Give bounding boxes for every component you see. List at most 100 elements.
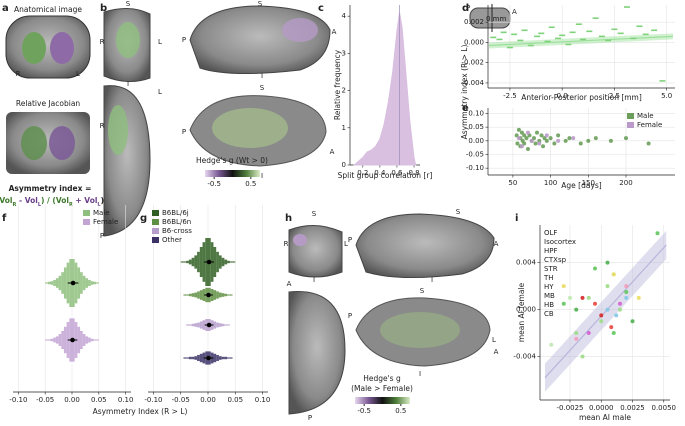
orientation: R <box>100 122 105 130</box>
legend-swatch <box>152 210 159 216</box>
orientation: A <box>512 8 517 16</box>
x-axis-label: Asymmetry Index (R > L) <box>93 407 188 416</box>
violin-bin <box>191 323 195 327</box>
violin-bin <box>85 278 89 288</box>
coronal-slice <box>288 225 343 278</box>
right-region <box>22 32 46 64</box>
orientation: S <box>420 287 425 295</box>
point <box>500 31 507 34</box>
point <box>618 301 622 306</box>
point <box>537 141 542 146</box>
violin-bin <box>224 356 228 360</box>
violin-bin <box>55 278 59 288</box>
orientation: S <box>456 208 461 216</box>
point <box>655 231 660 236</box>
jacobian-slice <box>6 112 90 174</box>
orientation: R <box>100 38 105 46</box>
violin-bin <box>186 324 189 326</box>
area <box>352 12 417 166</box>
horizontal-slice <box>288 290 346 415</box>
violin-bin <box>216 355 219 361</box>
point <box>592 17 599 19</box>
point <box>574 336 579 341</box>
x-tick-label: -0.05 <box>172 396 190 404</box>
point <box>568 295 572 300</box>
point <box>624 295 629 300</box>
violin-bin <box>96 282 99 284</box>
violin-bin <box>202 242 206 282</box>
y-tick-label: 0 <box>342 161 346 169</box>
x-tick-label: 5.0 <box>661 92 672 100</box>
point <box>516 136 521 141</box>
violin-bin <box>80 331 83 349</box>
point <box>541 144 546 149</box>
orientation: S <box>260 84 265 92</box>
point <box>611 272 616 277</box>
violin-bin <box>90 338 94 342</box>
violin-bin <box>232 261 236 263</box>
point <box>623 6 630 8</box>
panel-letter: b <box>100 3 107 14</box>
formula-part: ) / (Vol <box>41 196 69 205</box>
fit-line <box>489 35 673 47</box>
point <box>561 284 566 289</box>
point <box>618 307 622 312</box>
y-tick-label: -0.05 <box>466 150 484 158</box>
orientation: P <box>182 128 186 136</box>
point <box>642 33 649 36</box>
x-tick-label: 0.00 <box>200 396 216 404</box>
right-region <box>21 126 47 160</box>
x-tick-label: 200 <box>619 179 632 187</box>
orientation: A <box>330 148 335 156</box>
point <box>533 141 538 146</box>
panel-letter: a <box>2 3 9 14</box>
orientation: P <box>100 232 104 240</box>
point <box>605 260 610 265</box>
panel-letter: f <box>2 213 7 224</box>
colorbar-tick-label: -0.5 <box>357 407 371 415</box>
x-tick-label: -0.10 <box>144 396 162 404</box>
y-tick-label: -0.002 <box>461 59 484 67</box>
y-axis-label: Relative frequency <box>333 49 342 120</box>
orientation: L <box>158 88 162 96</box>
y-tick-label: 4 <box>342 12 347 20</box>
point <box>586 138 591 143</box>
orientation: L <box>344 240 348 248</box>
mean-point <box>206 355 211 361</box>
point <box>559 34 566 37</box>
point <box>580 38 587 41</box>
y-tick-label: 0.002 <box>464 18 484 26</box>
region <box>380 312 460 348</box>
violin-bin <box>58 334 62 346</box>
point <box>651 29 658 32</box>
panel-letter: i <box>515 213 518 224</box>
violin-bin <box>213 353 217 363</box>
formula-part: L <box>38 202 42 208</box>
point <box>537 138 542 143</box>
violin-bin <box>45 339 48 341</box>
violin-bin <box>45 282 48 284</box>
legend-label: Female <box>93 218 118 226</box>
violin-bin <box>199 290 203 300</box>
point <box>561 301 566 306</box>
violin-bin <box>197 291 200 299</box>
point <box>544 40 551 43</box>
left-region <box>49 126 75 160</box>
point <box>556 138 561 143</box>
point <box>593 136 598 141</box>
violin-bin <box>88 280 91 286</box>
violin-bin <box>77 267 81 299</box>
legend-swatch <box>152 237 159 243</box>
colorbar-title: Hedge's g (Wt > 0) <box>196 156 268 165</box>
violin-bin <box>218 292 222 298</box>
region <box>282 18 318 42</box>
x-tick-label: 0.00 <box>64 396 80 404</box>
point <box>506 46 513 49</box>
left-region <box>50 32 74 64</box>
x-tick-label: 0.0050 <box>652 404 677 412</box>
violin-bin <box>188 324 192 326</box>
x-tick-label: 100 <box>544 179 557 187</box>
x-tick-label: -0.05 <box>36 396 54 404</box>
point <box>544 138 549 143</box>
orientation: P <box>348 312 352 320</box>
